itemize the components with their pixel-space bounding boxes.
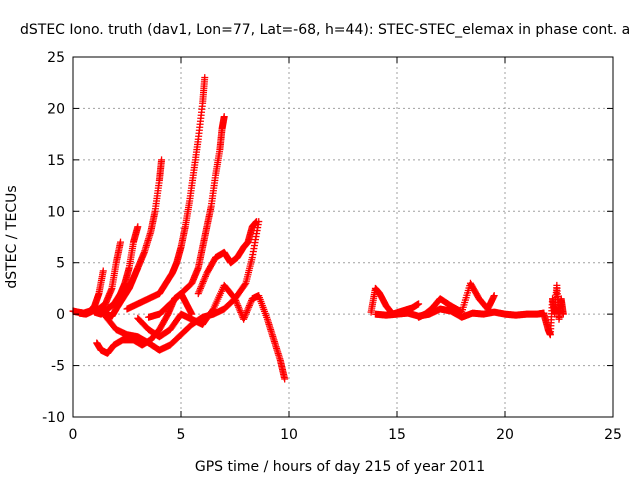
data-point [253,218,261,226]
data-point [158,156,166,164]
x-tick-label: 20 [496,427,514,443]
x-tick-label: 10 [280,427,298,443]
x-tick-label: 15 [388,427,406,443]
y-tick-label: 25 [47,50,65,66]
grid [73,57,613,417]
data-point [415,300,423,308]
y-tick-label: 15 [47,153,65,169]
y-tick-label: 10 [47,204,65,220]
data-point [559,310,567,318]
x-axis-title: GPS time / hours of day 215 of year 2011 [195,459,485,475]
data-point [99,267,107,275]
data-point [220,113,228,121]
chart-title: dSTEC Iono. truth (dav1, Lon=77, Lat=-68… [20,22,630,38]
trace-marker [241,281,249,289]
x-tick-label: 5 [177,427,186,443]
y-tick-label: 0 [56,307,65,323]
plot-frame [72,56,614,418]
x-tick-label: 25 [604,427,622,443]
data-point [490,292,498,300]
y-tick-label: -5 [51,359,65,375]
data-point [201,74,209,82]
tick-labels: 0 5 10 15 20 25 -10 -5 0 5 10 15 20 25 [42,50,622,443]
data-point [281,375,289,383]
axis-ticks [72,56,614,418]
y-axis-title: dSTEC / TECUs [4,185,20,288]
data-point [117,238,125,246]
y-tick-label: 20 [47,101,65,117]
y-tick-label: -10 [42,410,65,426]
data-point [134,223,142,231]
data-points [69,74,567,383]
x-tick-label: 0 [69,427,78,443]
y-tick-label: 5 [56,256,65,272]
